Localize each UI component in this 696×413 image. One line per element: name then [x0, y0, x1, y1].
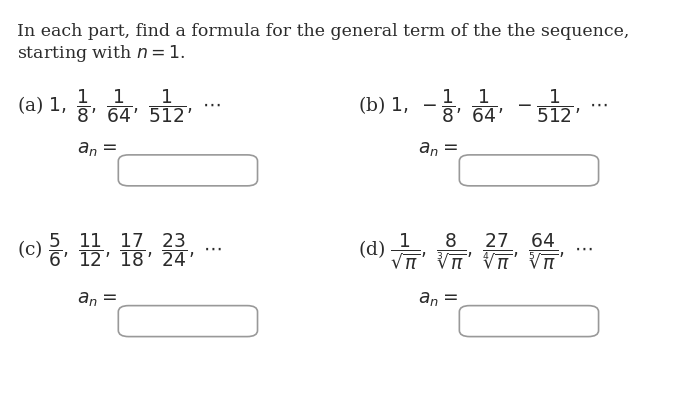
- Text: $a_n =$: $a_n =$: [418, 140, 457, 159]
- FancyBboxPatch shape: [118, 155, 258, 186]
- Text: (c) $\dfrac{5}{6},\ \dfrac{11}{12},\ \dfrac{17}{18},\ \dfrac{23}{24},\ \cdots$: (c) $\dfrac{5}{6},\ \dfrac{11}{12},\ \df…: [17, 231, 223, 269]
- FancyBboxPatch shape: [118, 306, 258, 337]
- Text: starting with $n = 1$.: starting with $n = 1$.: [17, 43, 186, 64]
- FancyBboxPatch shape: [459, 306, 599, 337]
- Text: (b) $1,\ -\dfrac{1}{8},\ \dfrac{1}{64},\ -\dfrac{1}{512},\ \cdots$: (b) $1,\ -\dfrac{1}{8},\ \dfrac{1}{64},\…: [358, 87, 609, 125]
- Text: $a_n =$: $a_n =$: [77, 140, 116, 159]
- Text: (a) $1,\ \dfrac{1}{8},\ \dfrac{1}{64},\ \dfrac{1}{512},\ \cdots$: (a) $1,\ \dfrac{1}{8},\ \dfrac{1}{64},\ …: [17, 87, 221, 125]
- Text: (d) $\dfrac{1}{\sqrt{\pi}},\ \dfrac{8}{\sqrt[3]{\pi}},\ \dfrac{27}{\sqrt[4]{\pi}: (d) $\dfrac{1}{\sqrt{\pi}},\ \dfrac{8}{\…: [358, 231, 593, 272]
- Text: $a_n =$: $a_n =$: [77, 291, 116, 309]
- Text: $a_n =$: $a_n =$: [418, 291, 457, 309]
- Text: In each part, find a formula for the general term of the the sequence,: In each part, find a formula for the gen…: [17, 23, 630, 40]
- FancyBboxPatch shape: [459, 155, 599, 186]
